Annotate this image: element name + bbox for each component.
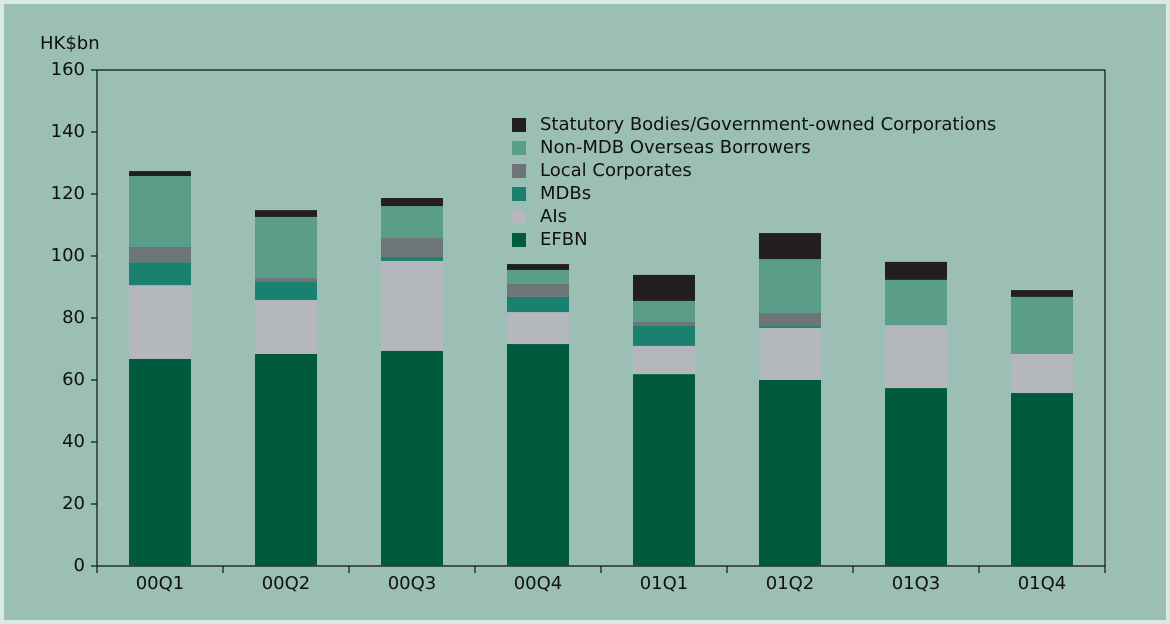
bar-segment xyxy=(129,262,191,286)
bar-segment xyxy=(759,327,821,380)
bar-segment xyxy=(759,233,821,260)
bar-segment xyxy=(885,261,947,280)
bar-segment xyxy=(633,326,695,346)
y-tick-label: 140 xyxy=(51,121,85,142)
bar-segment xyxy=(255,278,317,283)
bar-segment xyxy=(129,171,191,177)
bar-segment xyxy=(885,388,947,566)
legend-swatch xyxy=(512,141,526,155)
bar-segment xyxy=(255,282,317,301)
legend-label: Non-MDB Overseas Borrowers xyxy=(540,137,811,158)
legend-swatch xyxy=(512,210,526,224)
bar-segment xyxy=(759,313,821,327)
bar-segment xyxy=(759,380,821,566)
bar-segment xyxy=(129,176,191,247)
bar-segment xyxy=(381,256,443,261)
bar-segment xyxy=(381,260,443,351)
bar-segment xyxy=(759,326,821,328)
y-axis-label: HK$bn xyxy=(40,33,100,54)
bar-segment xyxy=(633,274,695,301)
bar-segment xyxy=(129,358,191,566)
y-tick-label: 120 xyxy=(51,183,85,204)
y-tick-label: 100 xyxy=(51,245,85,266)
bar-segment xyxy=(255,353,317,566)
bar-segment xyxy=(507,269,569,284)
bar-segment xyxy=(633,345,695,375)
x-tick-label: 01Q3 xyxy=(892,573,941,594)
bar-segment xyxy=(507,312,569,345)
bar-segment xyxy=(1011,290,1073,297)
bar-segment xyxy=(633,374,695,566)
bar-segment xyxy=(381,198,443,207)
bar-segment xyxy=(381,206,443,239)
y-tick-label: 80 xyxy=(62,307,85,328)
legend-swatch xyxy=(512,233,526,247)
bar-segment xyxy=(255,210,317,217)
bar-segment xyxy=(885,325,947,389)
bar-segment xyxy=(507,264,569,270)
x-tick-label: 00Q2 xyxy=(262,573,311,594)
y-tick-label: 60 xyxy=(62,369,85,390)
bar-segment xyxy=(507,283,569,297)
legend-label: MDBs xyxy=(540,183,591,204)
legend-swatch xyxy=(512,187,526,201)
bar-segment xyxy=(255,216,317,279)
legend-swatch xyxy=(512,118,526,132)
bar-segment xyxy=(255,300,317,354)
legend-label: Local Corporates xyxy=(540,160,692,181)
legend-label: Statutory Bodies/Government-owned Corpor… xyxy=(540,114,996,135)
bar-segment xyxy=(381,238,443,257)
x-tick-label: 00Q1 xyxy=(136,573,185,594)
x-tick-label: 01Q1 xyxy=(640,573,689,594)
bar-segment xyxy=(633,322,695,327)
y-tick-label: 20 xyxy=(62,493,85,514)
legend-label: AIs xyxy=(540,206,567,227)
x-tick-label: 00Q4 xyxy=(514,573,563,594)
background xyxy=(4,4,1166,620)
bar-segment xyxy=(1011,296,1073,354)
bar-segment xyxy=(1011,353,1073,394)
bar-segment xyxy=(633,300,695,323)
x-tick-label: 00Q3 xyxy=(388,573,437,594)
legend-swatch xyxy=(512,164,526,178)
bar-segment xyxy=(381,350,443,566)
y-tick-label: 40 xyxy=(62,431,85,452)
bar-segment xyxy=(1011,393,1073,566)
y-tick-label: 0 xyxy=(74,555,85,576)
legend-label: EFBN xyxy=(540,229,588,250)
bar-segment xyxy=(885,279,947,326)
bar-segment xyxy=(129,285,191,359)
bar-segment xyxy=(129,246,191,263)
bar-segment xyxy=(507,344,569,566)
bar-segment xyxy=(759,259,821,314)
bar-segment xyxy=(507,296,569,313)
x-tick-label: 01Q2 xyxy=(766,573,815,594)
y-tick-label: 160 xyxy=(51,59,85,80)
x-tick-label: 01Q4 xyxy=(1018,573,1067,594)
